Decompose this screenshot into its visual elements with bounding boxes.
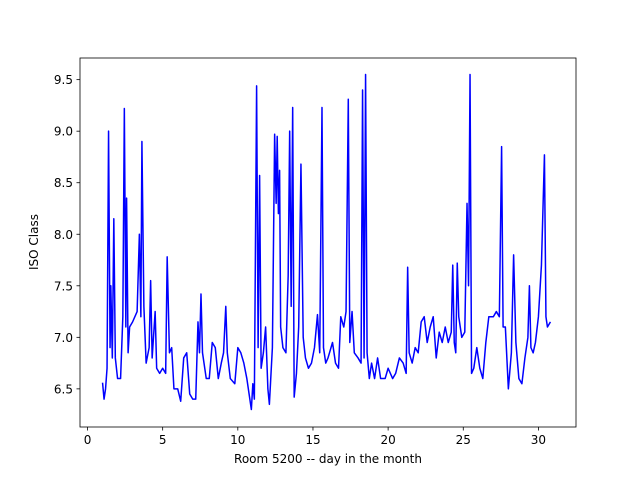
y-tick-label: 7.0 — [54, 331, 73, 345]
data-line — [101, 73, 552, 411]
x-tick-label: 0 — [84, 433, 92, 447]
x-tick-label: 5 — [159, 433, 167, 447]
y-tick-label: 7.5 — [54, 279, 73, 293]
x-tick-label: 25 — [456, 433, 471, 447]
y-tick-label: 9.5 — [54, 73, 73, 87]
y-axis-label: ISO Class — [27, 214, 41, 270]
x-tick-label: 10 — [230, 433, 245, 447]
y-tick-label: 9.0 — [54, 125, 73, 139]
y-tick-label: 8.5 — [54, 176, 73, 190]
axes-frame — [79, 57, 577, 428]
x-tick-label: 20 — [380, 433, 395, 447]
x-axis-label: Room 5200 -- day in the month — [234, 452, 422, 466]
x-tick-label: 15 — [305, 433, 320, 447]
x-tick-label: 30 — [531, 433, 546, 447]
y-tick-label: 8.0 — [54, 228, 73, 242]
y-tick-label: 6.5 — [54, 382, 73, 396]
